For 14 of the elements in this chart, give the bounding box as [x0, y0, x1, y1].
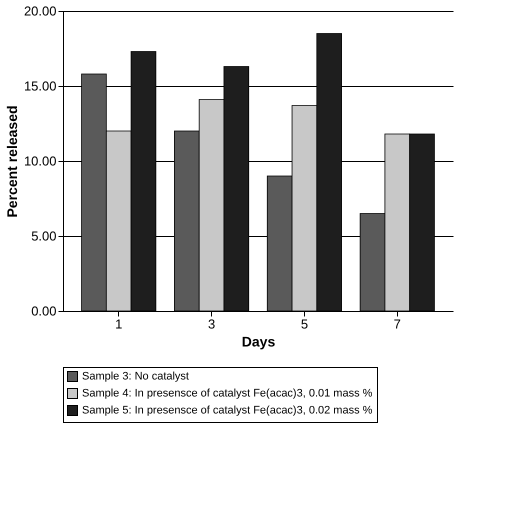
legend-label: Sample 4: In presensce of catalyst Fe(acac)3, 0.01 mass % — [82, 388, 373, 400]
x-tick-label: 1 — [115, 316, 122, 332]
x-tick-label: 5 — [300, 316, 308, 332]
y-tick-label: 15.00 — [24, 78, 56, 94]
y-axis-title: Percent released — [4, 105, 20, 218]
x-axis-title: Days — [242, 334, 276, 350]
y-tick-label: 0.00 — [31, 304, 56, 318]
x-tick-label: 3 — [208, 316, 216, 332]
y-tick-label: 5.00 — [31, 228, 56, 244]
legend-label: Sample 5: In presensce of catalyst Fe(acac)3, 0.02 mass % — [82, 404, 373, 416]
y-tick-label: 20.00 — [24, 4, 56, 18]
y-tick-label: 10.00 — [24, 154, 56, 168]
x-tick-label: 7 — [394, 316, 401, 332]
legend-label: Sample 3: No catalyst — [82, 370, 189, 382]
